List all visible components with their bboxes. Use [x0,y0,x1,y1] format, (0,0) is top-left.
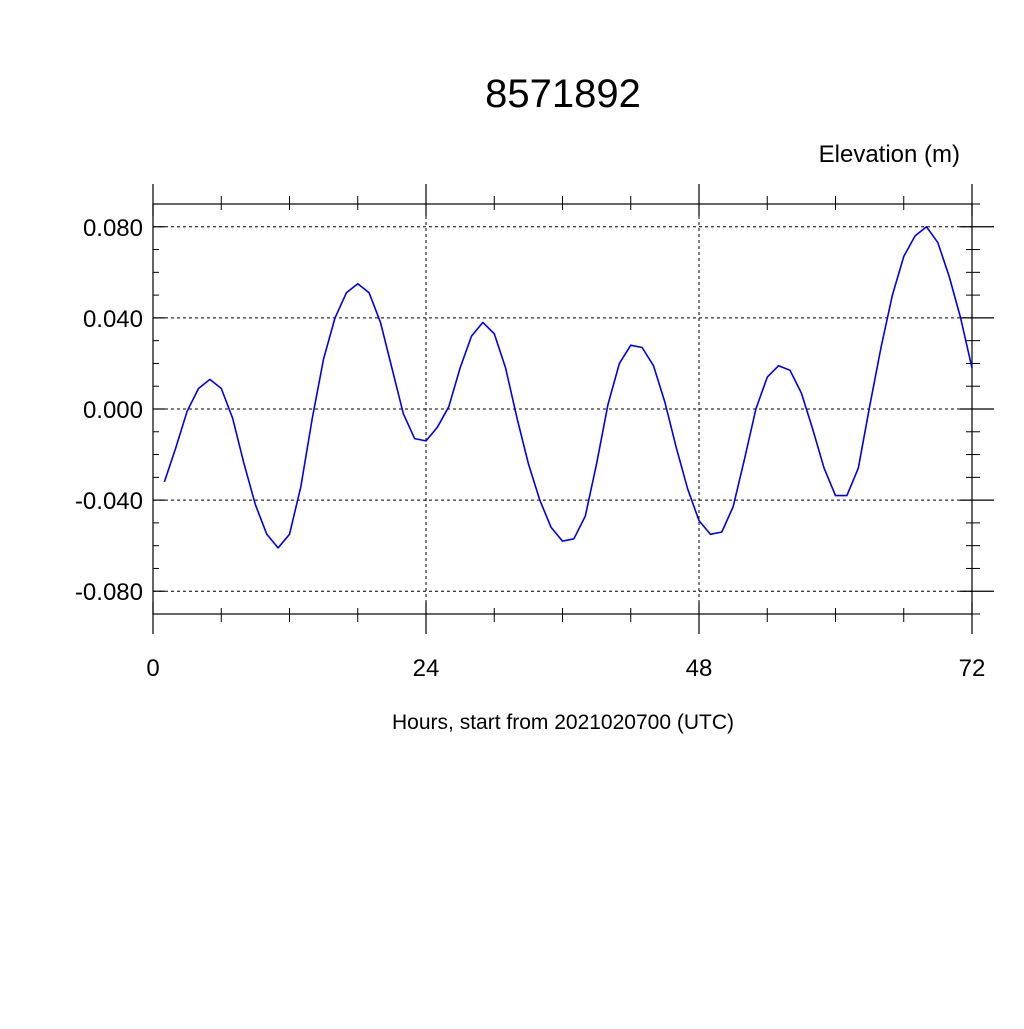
x-tick-label: 0 [146,655,159,682]
y-tick-label: 0.000 [83,397,143,424]
plot-area: -0.080 -0.040 0.000 0.040 0.080 0 24 48 72 [75,184,994,682]
y-tick-label: 0.080 [83,215,143,242]
x-axis-label: Hours, start from 2021020700 (UTC) [392,711,734,734]
series-line [163,226,973,549]
y-tick-label: -0.040 [75,488,143,515]
units-label: Elevation (m) [819,141,960,168]
y-tick-label: 0.040 [83,306,143,333]
x-tick-label: 72 [959,655,986,682]
x-tick-label: 48 [686,655,713,682]
y-tick-label: -0.080 [75,579,143,606]
x-tick-label: 24 [413,655,440,682]
chart-title: 8571892 [485,72,641,116]
